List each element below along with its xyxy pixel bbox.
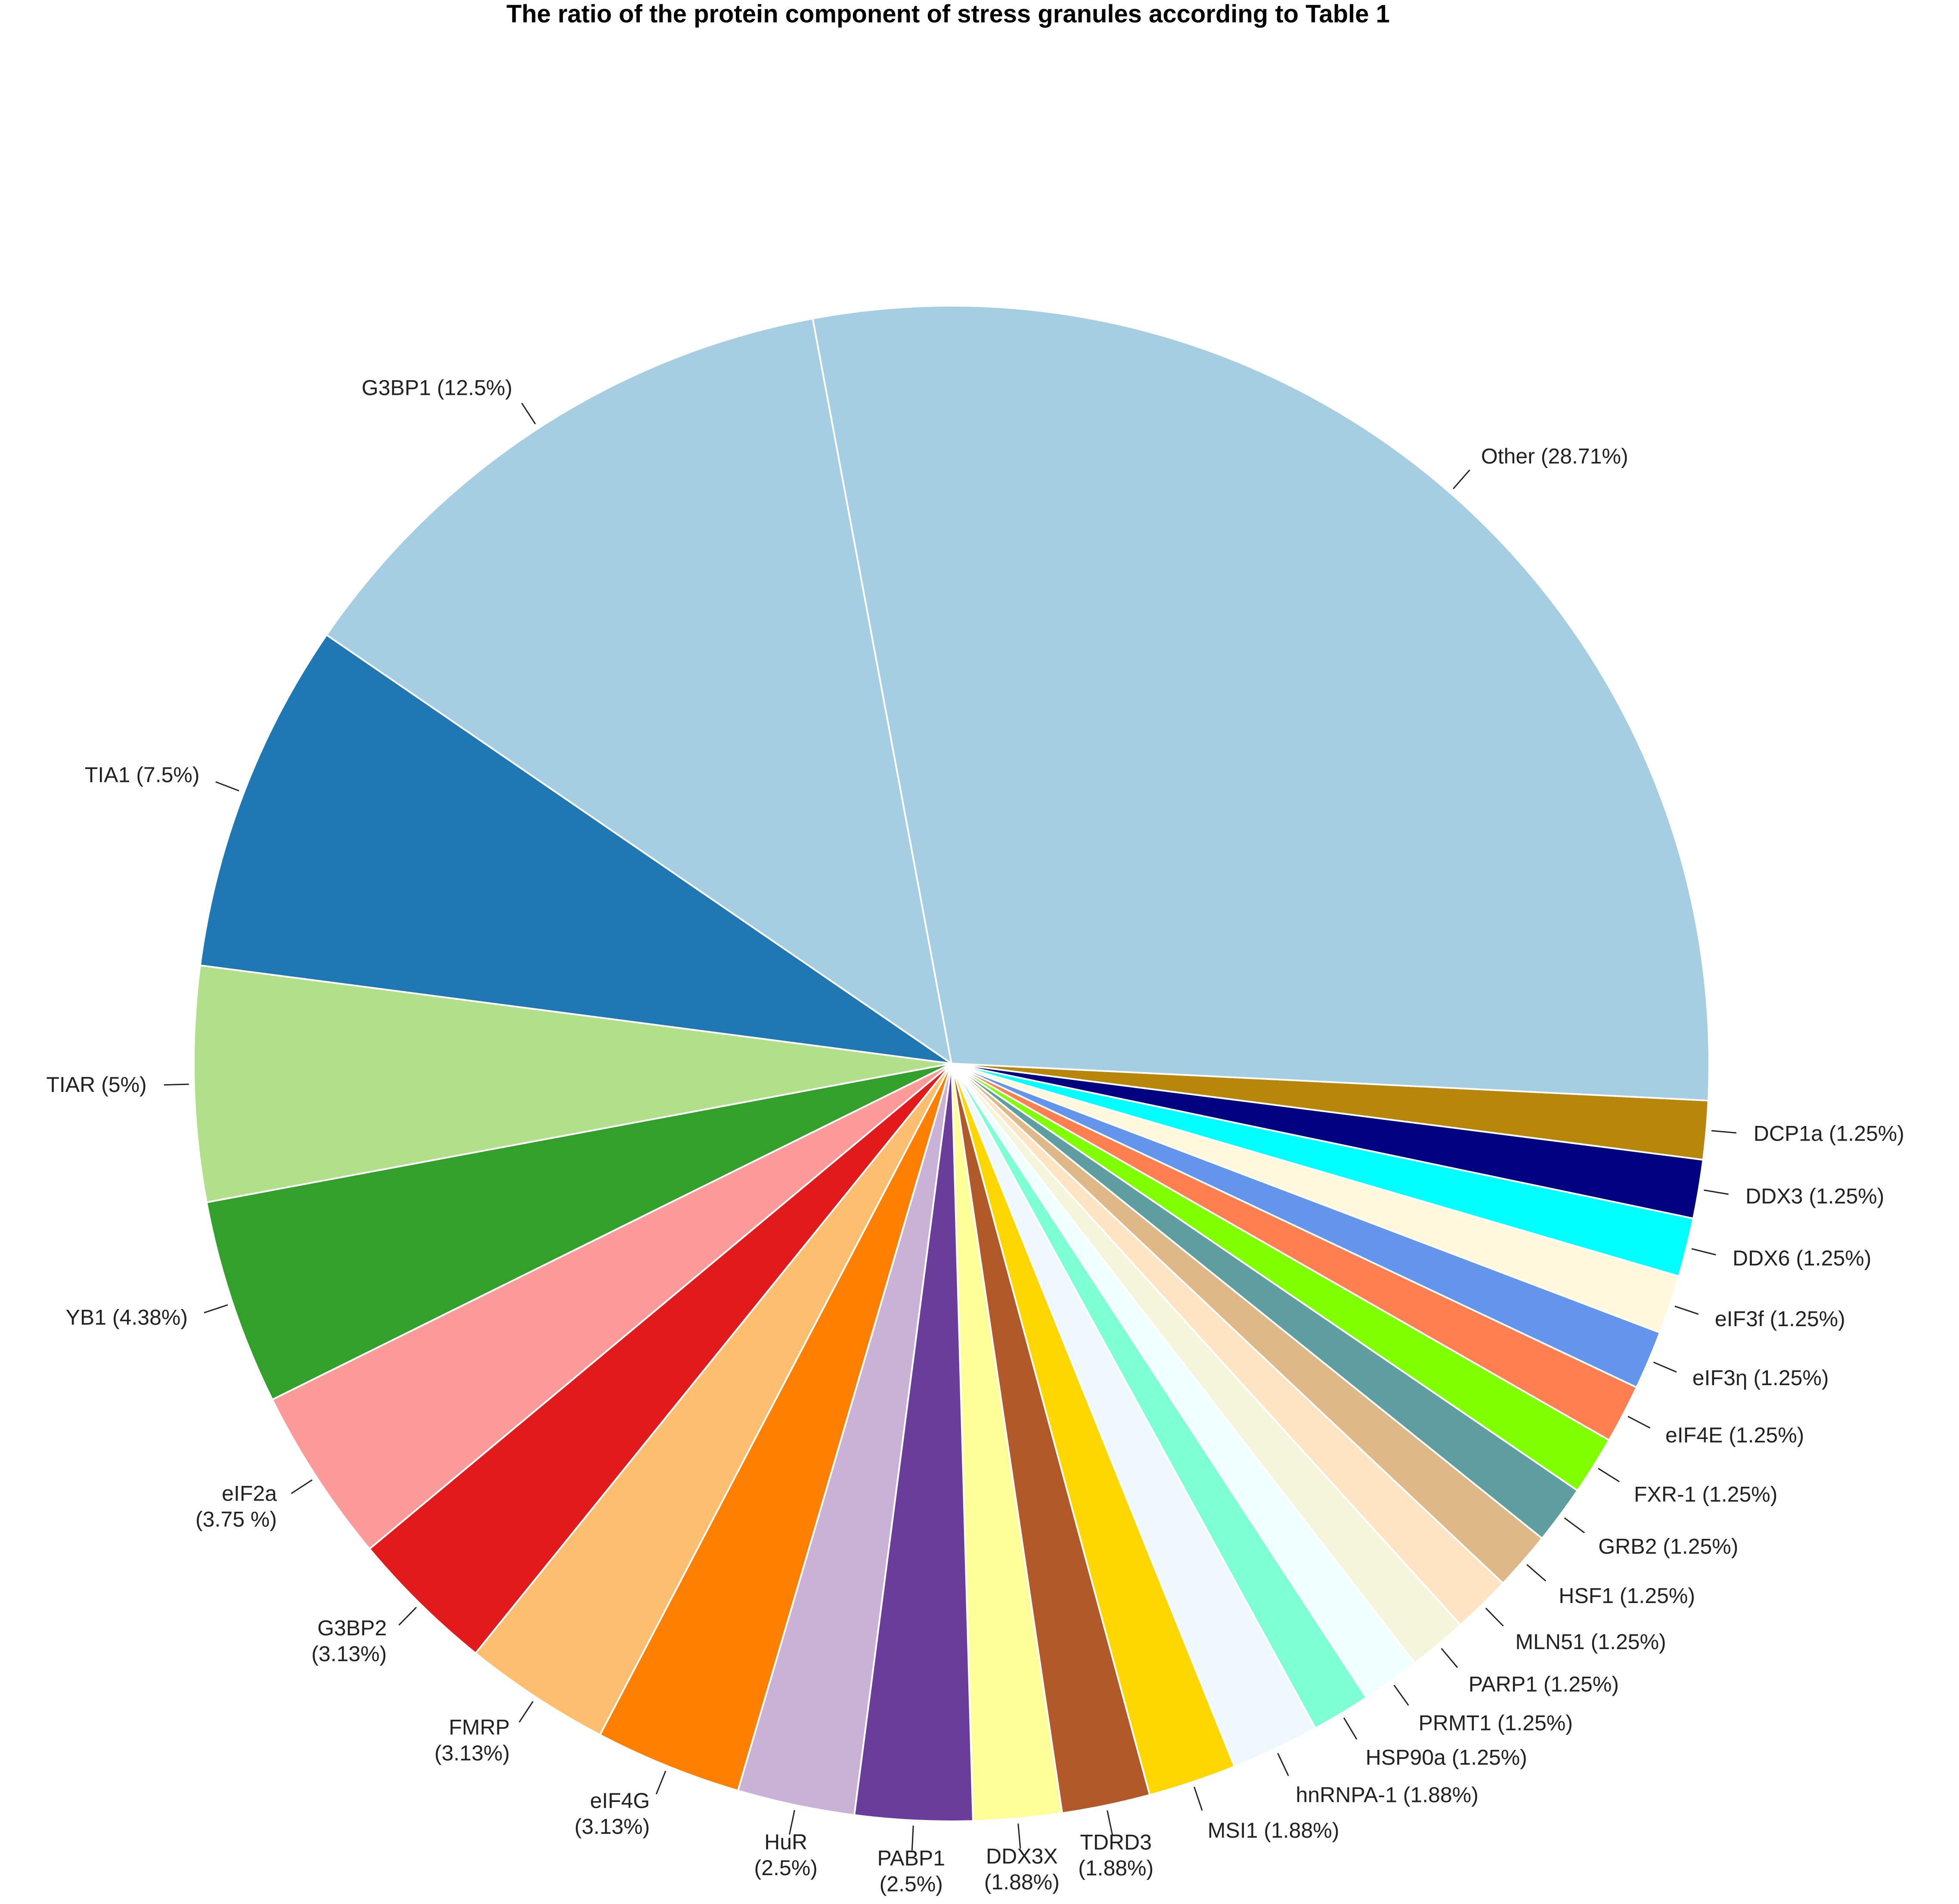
pie-slice	[474, 1063, 952, 1736]
leader-line	[1598, 1468, 1620, 1482]
leader-line	[1485, 1607, 1504, 1627]
slice-label: G3BP2 (3.13%)	[311, 1616, 387, 1666]
leader-line	[204, 1304, 228, 1314]
slice-label: PABP1 (2.5%)	[877, 1846, 945, 1896]
slice-label: GRB2 (1.25%)	[1598, 1535, 1738, 1559]
slice-label: TIAR (5%)	[46, 1073, 146, 1097]
slice-label: YB1 (4.38%)	[66, 1306, 188, 1330]
leader-line	[789, 1810, 795, 1835]
slice-label: DDX3 (1.25%)	[1745, 1184, 1884, 1208]
slice-label: DDX6 (1.25%)	[1733, 1246, 1871, 1270]
leader-line	[911, 1825, 914, 1851]
slice-label: MLN51 (1.25%)	[1516, 1630, 1666, 1654]
slice-label: eIF3η (1.25%)	[1692, 1366, 1829, 1390]
leader-line	[164, 1083, 189, 1086]
leader-line	[1017, 1823, 1021, 1849]
slice-label: HSP90a (1.25%)	[1366, 1746, 1527, 1770]
leader-line	[655, 1771, 666, 1795]
slice-label: eIF3f (1.25%)	[1715, 1307, 1845, 1331]
slice-label: HSF1 (1.25%)	[1559, 1584, 1695, 1608]
slice-label: FXR-1 (1.25%)	[1634, 1482, 1777, 1506]
leader-line	[1711, 1130, 1737, 1134]
slice-label: HuR (2.5%)	[754, 1830, 818, 1880]
leader-line	[1627, 1416, 1651, 1429]
leader-line	[1193, 1786, 1203, 1811]
leader-line	[215, 781, 239, 791]
leader-line	[1526, 1564, 1547, 1581]
slice-label: MSI1 (1.88%)	[1208, 1818, 1339, 1842]
slice-label: FMRP (3.13%)	[434, 1715, 510, 1765]
pie-slices	[193, 305, 1710, 1822]
chart-title: The ratio of the protein component of st…	[506, 0, 1390, 28]
leader-line	[1691, 1248, 1716, 1256]
leader-line	[1343, 1717, 1358, 1740]
pie-slice	[812, 305, 1710, 1102]
slice-label: eIF2a (3.75 %)	[195, 1481, 277, 1531]
pie-slice	[325, 317, 953, 1066]
leader-line	[1653, 1361, 1677, 1373]
leader-line	[1453, 469, 1470, 490]
slice-label: eIF4G (3.13%)	[574, 1789, 650, 1839]
slice-label: PRMT1 (1.25%)	[1419, 1711, 1573, 1735]
slice-label: G3BP1 (12.5%)	[362, 376, 512, 400]
slice-labels: DCP1a (1.25%) DDX3 (1.25%) DDX6 (1.25%) eIF…	[46, 376, 1904, 1896]
slice-label: TDRD3 (1.88%)	[1078, 1830, 1153, 1880]
pie-slice	[205, 1063, 952, 1401]
pie-slice	[199, 633, 952, 1064]
pie-slice	[193, 964, 952, 1203]
slice-label: TIA1 (7.5%)	[85, 763, 200, 787]
leader-line	[1704, 1189, 1729, 1195]
leader-line	[1277, 1753, 1289, 1776]
leader-line	[1441, 1648, 1458, 1668]
pie-slice	[598, 1063, 952, 1792]
leader-line	[1107, 1810, 1113, 1835]
pie-slice	[368, 1063, 952, 1655]
leader-line	[1564, 1517, 1585, 1534]
label-leader-lines	[164, 403, 1737, 1851]
leader-line	[291, 1479, 313, 1494]
leader-line	[518, 1701, 534, 1723]
slice-label: DDX3X (1.88%)	[984, 1844, 1060, 1894]
leader-line	[521, 403, 536, 425]
slice-label: PARP1 (1.25%)	[1469, 1672, 1619, 1696]
leader-line	[398, 1606, 417, 1626]
slice-label: DCP1a (1.25%)	[1754, 1122, 1904, 1146]
pie-slice	[271, 1063, 952, 1550]
leader-line	[1674, 1306, 1699, 1315]
leader-line	[1393, 1684, 1409, 1706]
slice-label: eIF4E (1.25%)	[1665, 1423, 1804, 1447]
slice-label: Other (28.71%)	[1481, 444, 1628, 468]
slice-label: hnRNPA-1 (1.88%)	[1296, 1783, 1479, 1807]
